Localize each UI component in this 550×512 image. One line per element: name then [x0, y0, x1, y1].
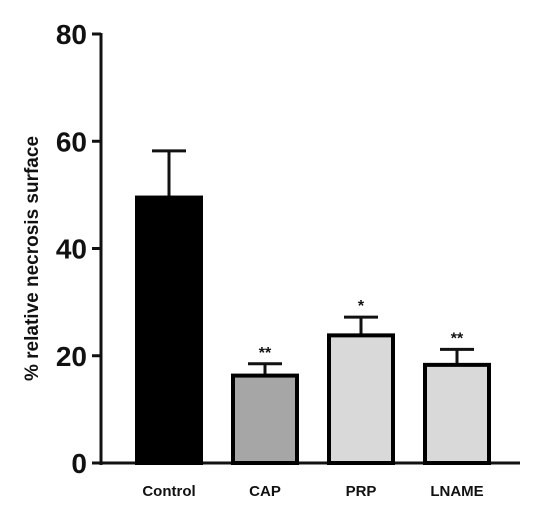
bar-series: ***** — [135, 149, 491, 465]
y-axis-title: % relative necrosis surface — [22, 136, 43, 381]
significance-label: ** — [451, 330, 464, 347]
x-category-label: PRP — [346, 483, 377, 500]
y-tick-label: 40 — [56, 234, 87, 265]
y-tick-label: 60 — [56, 126, 87, 157]
bar-cap — [231, 373, 299, 465]
bar-control — [135, 195, 203, 465]
y-axis: 0 20 40 60 80 — [56, 19, 103, 479]
y-tick-label: 0 — [71, 448, 87, 479]
x-axis: Control CAP PRP LNAME — [99, 461, 520, 500]
y-tick-label: 20 — [56, 341, 87, 372]
significance-label: * — [358, 298, 365, 315]
x-category-label: LNAME — [430, 483, 483, 500]
bar-lname — [423, 362, 491, 465]
significance-label: ** — [259, 345, 272, 362]
bar-prp — [327, 333, 395, 465]
x-category-label: CAP — [249, 483, 281, 500]
x-category-label: Control — [142, 483, 195, 500]
y-tick-label: 80 — [56, 19, 87, 50]
